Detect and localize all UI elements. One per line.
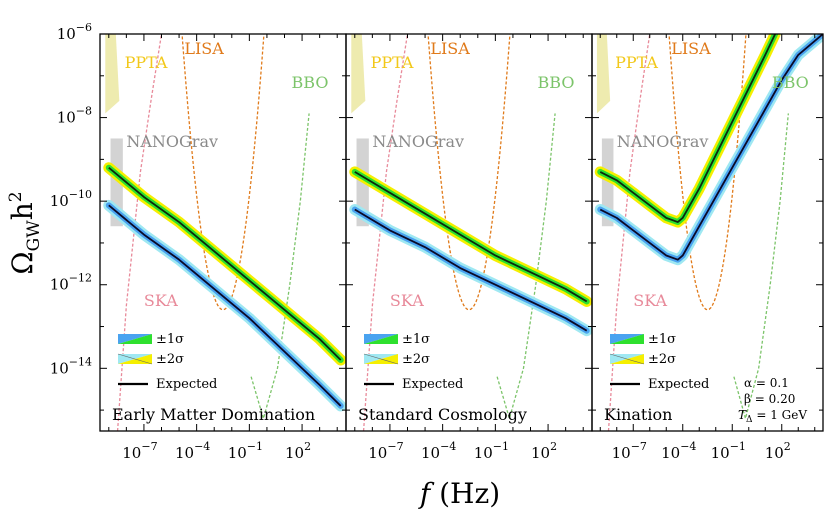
bbo-curve [733,113,789,421]
legend-1sigma-label: ±1σ [156,332,184,347]
bbo-label: BBO [292,73,329,92]
legend-1sigma-swatch [364,334,398,344]
expected-line [354,171,588,303]
ppta-label: PPTA [615,53,658,72]
x-tick-label: 10−7 [612,440,647,462]
lisa-curve [181,34,265,311]
bbo-label: BBO [538,73,575,92]
expected-line [108,167,342,361]
expected-line [108,204,342,407]
expected-line [354,208,588,332]
ppta-region [596,34,611,114]
lisa-label: LISA [184,39,224,58]
ppta-region [105,34,120,114]
ska-curve [362,34,409,431]
bbo-label: BBO [772,73,809,92]
x-tick-label: 10−4 [661,440,696,462]
legend-1sigma-label: ±1σ [402,332,430,347]
svg-text:ΩGWh2: ΩGWh2 [6,191,44,274]
legend-2sigma-label: ±2σ [648,352,676,367]
x-tick-label: 102 [531,440,557,462]
ska-label: SKA [390,291,424,310]
ska-label: SKA [144,291,178,310]
legend-2sigma-label: ±2σ [402,352,430,367]
expected-line [599,34,776,223]
nanograv-label: NANOGrav [617,132,709,151]
nanograv-label: NANOGrav [372,132,464,151]
legend-expected-label: Expected [402,377,463,392]
y-tick-label: 10−14 [50,355,92,377]
legend-2sigma-swatch [609,353,645,365]
expected-line [599,34,823,261]
ppta-label: PPTA [125,53,168,72]
panel-1: PPTA LISA BBO NANOGrav SKA ±1σ ±2σ Expected Earl… [99,33,347,462]
panel-title: Standard Cosmology [358,405,527,424]
svg-text:f (Hz): f (Hz) [418,477,500,510]
y-axis-label: ΩGWh2 [6,191,44,274]
x-tick-label: 102 [765,440,791,462]
panel-frame [591,33,824,432]
panel-title: Early Matter Domination [112,405,315,424]
x-tick-label: 10−1 [711,440,746,462]
x-tick-label: 10−7 [368,440,403,462]
lisa-curve [427,34,511,311]
x-tick-label: 10−1 [228,440,263,462]
legend-1sigma-label: ±1σ [648,332,676,347]
legend-1sigma-swatch [610,334,644,344]
ska-curve [116,34,163,431]
legend-2sigma-swatch [363,353,399,365]
ppta-label: PPTA [371,53,414,72]
x-tick-label: 10−4 [421,440,456,462]
x-tick-label: 10−1 [474,440,509,462]
panel-title: Kination [604,405,672,424]
legend-2sigma-label: ±2σ [156,352,184,367]
x-tick-label: 10−4 [175,440,210,462]
panel-3: PPTA LISA BBO NANOGrav SKA ±1σ ±2σ Expected Kina… [591,33,824,462]
legend-expected-label: Expected [648,377,709,392]
ppta-region [351,34,366,114]
y-tick-label: 10−6 [57,21,92,43]
param-beta: β = 0.20 [744,392,795,406]
y-tick-label: 10−10 [50,188,92,210]
y-tick-label: 10−12 [50,272,92,294]
x-tick-label: 102 [285,440,311,462]
param-temperature: TΔ = 1 GeV [738,408,807,425]
nanograv-region [601,138,614,227]
param-alpha: α = 0.1 [744,376,789,390]
nanograv-label: NANOGrav [126,132,218,151]
x-tick-label: 10−7 [122,440,157,462]
y-tick-label: 10−8 [57,105,92,127]
ska-curve [607,34,651,431]
bbo-curve [250,113,310,421]
legend-2sigma-swatch [117,353,153,365]
ska-label: SKA [633,291,667,310]
legend-1sigma-swatch [118,334,152,344]
panel-2: PPTA LISA BBO NANOGrav SKA ±1σ ±2σ Expected Stan… [345,33,593,462]
legend-expected-label: Expected [156,377,217,392]
x-axis-label: f (Hz) [418,477,500,510]
lisa-label: LISA [671,39,711,58]
bbo-curve [496,113,556,421]
lisa-label: LISA [430,39,470,58]
